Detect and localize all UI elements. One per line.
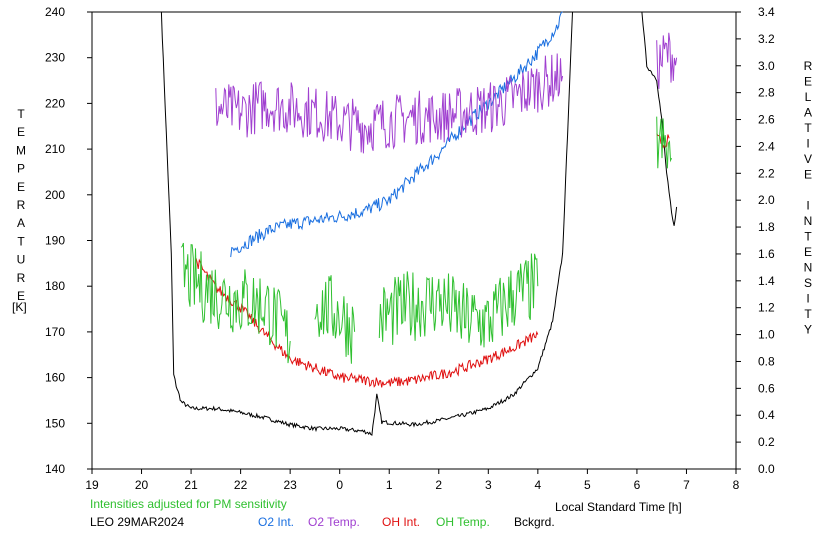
x-tick-label: 5 (584, 478, 591, 492)
right-y-tick-label: 2.6 (758, 113, 775, 127)
legend-item: Bckgrd. (514, 515, 555, 529)
right-axis-title-letter: I (806, 199, 809, 213)
right-axis-title-letter: Y (804, 323, 812, 337)
x-tick-label: 21 (184, 478, 198, 492)
x-axis-title: Local Standard Time [h] (555, 500, 682, 514)
right-y-tick-label: 1.6 (758, 247, 775, 261)
right-axis-title-letter: R (804, 59, 813, 73)
series-line-oh-temp (180, 242, 291, 364)
left-axis-title-letter: T (17, 107, 25, 121)
left-y-tick-label: 150 (45, 416, 65, 430)
station-date: LEO 29MAR2024 (90, 515, 185, 529)
right-y-tick-label: 1.2 (758, 301, 775, 315)
series-line-o2-int (230, 11, 563, 258)
series-line-bckgrd (641, 11, 678, 226)
right-y-tick-label: 1.8 (758, 220, 775, 234)
left-axis-title-letter: E (17, 125, 25, 139)
x-tick-label: 6 (634, 478, 641, 492)
legend-item: OH Int. (382, 515, 421, 529)
x-tick-label: 8 (733, 478, 740, 492)
right-y-tick-label: 0.2 (758, 435, 775, 449)
series-line-oh-temp (314, 275, 356, 364)
left-axis-title-letter: R (17, 198, 26, 212)
legend-item: O2 Int. (258, 515, 295, 529)
series-line-o2-temp (656, 32, 678, 89)
left-axis-title-letter: A (17, 216, 25, 230)
right-y-tick-label: 2.0 (758, 193, 775, 207)
right-axis-title-letter: I (806, 137, 809, 151)
left-axis-title-letter: P (17, 162, 25, 176)
right-y-tick-label: 1.4 (758, 274, 775, 288)
series-line-bckgrd (160, 11, 573, 436)
right-y-tick-label: 0.4 (758, 408, 775, 422)
right-y-tick-label: 2.2 (758, 166, 775, 180)
left-axis-title-letter: E (17, 289, 25, 303)
left-y-axis-ticks: 140 150 160 170 180 190 200 210 220 230 240 (45, 5, 92, 476)
legend-item: OH Temp. (436, 515, 490, 529)
sensitivity-note: Intensities adjusted for PM sensitivity (90, 497, 287, 511)
left-axis-unit: [K] (12, 300, 27, 314)
left-y-tick-label: 240 (45, 5, 65, 19)
right-y-tick-label: 0.0 (758, 462, 775, 476)
left-y-tick-label: 140 (45, 462, 65, 476)
left-y-tick-label: 170 (45, 325, 65, 339)
series-line-oh-temp (378, 253, 539, 348)
right-axis-title-letter: E (804, 168, 812, 182)
left-y-tick-label: 230 (45, 51, 65, 65)
x-tick-label: 4 (535, 478, 542, 492)
left-axis-title-letter: E (17, 180, 25, 194)
right-y-axis-ticks: 0.0 0.2 0.4 0.6 0.8 1.0 1.2 1.4 1.6 1.8 2.0 2.2 2.4 2… (736, 5, 775, 476)
right-axis-title-letter: N (804, 214, 813, 228)
left-axis-title-letter: T (17, 234, 25, 248)
right-axis-title-letter: T (804, 121, 812, 135)
legend-item: O2 Temp. (308, 515, 360, 529)
right-axis-title-letter: V (804, 152, 812, 166)
x-tick-label: 7 (683, 478, 690, 492)
right-axis-title-letter: S (804, 276, 812, 290)
axes-frame (91, 11, 737, 470)
right-axis-title-letter: N (804, 261, 813, 275)
right-axis-title-letter: T (804, 230, 812, 244)
right-y-tick-label: 0.6 (758, 381, 775, 395)
right-y-tick-label: 3.4 (758, 5, 775, 19)
left-y-tick-label: 180 (45, 279, 65, 293)
data-series (160, 11, 678, 436)
right-axis-title-letter: E (804, 245, 812, 259)
right-y-tick-label: 2.4 (758, 139, 775, 153)
left-axis-title-letter: U (17, 253, 26, 267)
series-line-o2-temp (215, 53, 564, 154)
right-axis-title-letter: I (806, 292, 809, 306)
right-axis-title-letter: E (804, 75, 812, 89)
left-axis-title-letter: M (16, 143, 26, 157)
right-y-tick-label: 0.8 (758, 354, 775, 368)
x-tick-label: 20 (135, 478, 149, 492)
x-tick-label: 3 (485, 478, 492, 492)
x-axis-ticks: 19 20 21 22 23 0 1 2 3 4 5 6 7 8 (85, 469, 740, 492)
x-tick-label: 0 (336, 478, 343, 492)
left-y-tick-label: 200 (45, 188, 65, 202)
left-axis-title-letter: R (17, 271, 26, 285)
x-tick-label: 1 (386, 478, 393, 492)
right-axis-title-letter: L (805, 90, 812, 104)
series-line-oh-int (195, 258, 539, 388)
x-tick-label: 23 (283, 478, 297, 492)
right-axis-title-letter: T (804, 307, 812, 321)
x-tick-label: 22 (234, 478, 248, 492)
right-y-tick-label: 3.2 (758, 32, 775, 46)
right-axis-title-letter: A (804, 106, 812, 120)
right-y-tick-label: 1.0 (758, 328, 775, 342)
left-y-tick-label: 190 (45, 234, 65, 248)
right-y-tick-label: 2.8 (758, 86, 775, 100)
series-line-oh-temp (656, 116, 673, 169)
left-y-tick-label: 160 (45, 371, 65, 385)
x-tick-label: 19 (85, 478, 99, 492)
left-y-tick-label: 220 (45, 96, 65, 110)
right-y-tick-label: 3.0 (758, 59, 775, 73)
x-tick-label: 2 (435, 478, 442, 492)
left-y-tick-label: 210 (45, 142, 65, 156)
